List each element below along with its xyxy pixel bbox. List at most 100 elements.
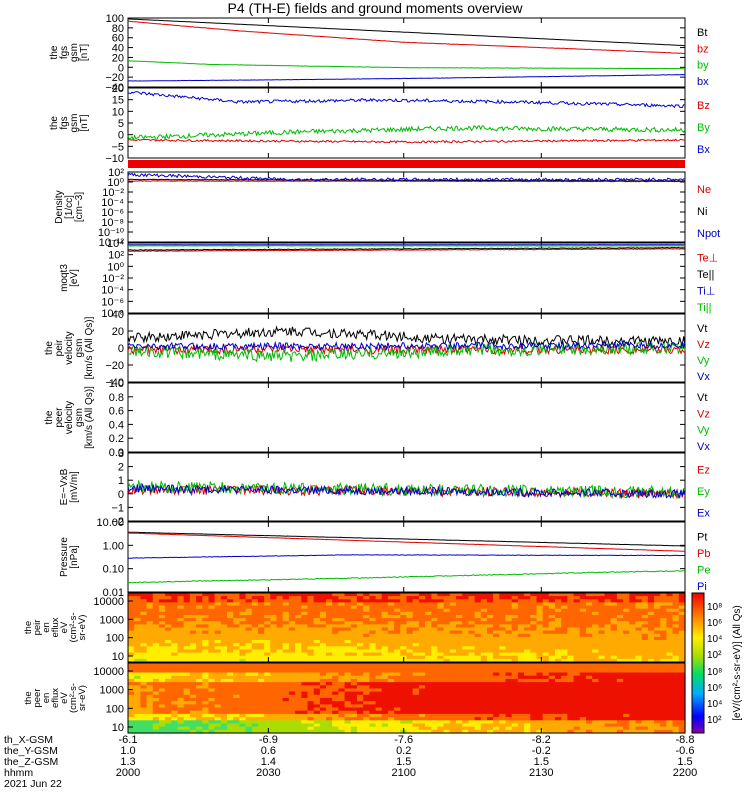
spectrogram-cell: [128, 655, 135, 660]
spectrogram-cell: [140, 672, 148, 677]
spectrogram-cell: [295, 621, 302, 625]
series-density-Ni: [127, 178, 686, 182]
spectrogram-cell: [437, 691, 445, 696]
spectrogram-cell: [363, 624, 370, 629]
spectrogram-cell: [517, 678, 525, 683]
spectrogram-cell: [616, 720, 624, 725]
spectrogram-cell: [251, 682, 259, 686]
spectrogram-cell: [288, 729, 296, 734]
spectrogram-cell: [524, 636, 531, 641]
spectrogram-cell: [258, 640, 265, 644]
spectrogram-cell: [394, 658, 401, 663]
spectrogram-cell: [567, 608, 575, 613]
spectrogram-cell: [338, 720, 346, 725]
spectrogram-cell: [140, 593, 148, 597]
spectrogram-cell: [171, 618, 179, 622]
spectrogram-cell: [227, 624, 234, 629]
spectrogram-cell: [666, 704, 674, 709]
spectrogram-cell: [437, 672, 445, 677]
spectrogram-cell: [140, 649, 148, 654]
spectrogram-cell: [307, 720, 315, 725]
spectrogram-cell: [189, 701, 197, 705]
spectrogram-cell: [158, 707, 166, 712]
spectrogram-cell: [647, 723, 655, 728]
spectrogram-cell: [214, 593, 222, 597]
spectrogram-cell: [499, 694, 507, 699]
spectrogram-cell: [530, 605, 538, 610]
spectrogram-cell: [357, 672, 364, 677]
spectrogram-cell: [282, 669, 290, 674]
spectrogram-cell: [202, 666, 210, 670]
spectrogram-cell: [493, 672, 500, 677]
spectrogram-cell: [641, 685, 649, 690]
spectrogram-cell: [573, 636, 581, 641]
spectrogram-cell: [610, 608, 618, 613]
spectrogram-cell: [177, 618, 185, 622]
spectrogram-cell: [196, 640, 203, 644]
spectrogram-cell: [418, 704, 426, 709]
spectrogram-cell: [400, 618, 408, 622]
spectrogram-cell: [449, 646, 457, 650]
spectrogram-cell: [165, 713, 172, 718]
spectrogram-cell: [214, 658, 222, 663]
spectrogram-cell: [579, 663, 587, 667]
spectrogram-cell: [678, 675, 686, 680]
spectrogram-cell: [548, 599, 556, 603]
spectrogram-cell: [227, 672, 234, 677]
spectrogram-cell: [629, 669, 637, 674]
spectrogram-cell: [344, 723, 352, 728]
spectrogram-cell: [134, 599, 141, 603]
spectrogram-cell: [647, 605, 655, 610]
spectrogram-cell: [635, 691, 643, 696]
spectrogram-cell: [437, 596, 445, 600]
spectrogram-cell: [443, 627, 451, 632]
spectrogram-cell: [629, 624, 637, 629]
spectrogram-cell: [171, 704, 179, 709]
spectrogram-cell: [610, 723, 618, 728]
spectrogram-cell: [604, 630, 612, 635]
spectrogram-cell: [480, 729, 488, 734]
spectrogram-cell: [530, 658, 538, 663]
spectrogram-cell: [301, 694, 309, 699]
spectrogram-cell: [462, 685, 469, 690]
spectrogram-cell: [183, 710, 191, 715]
spectrogram-cell: [511, 717, 519, 721]
spectrogram-cell: [524, 720, 531, 725]
spectrogram-cell: [165, 682, 172, 686]
spectrogram-cell: [666, 729, 674, 734]
spectrogram-cell: [555, 621, 562, 625]
spectrogram-cell: [616, 630, 624, 635]
spectrogram-cell: [468, 596, 476, 600]
spectrogram-cell: [183, 682, 191, 686]
spectrogram-cell: [214, 691, 222, 696]
series-temp-Te||: [127, 246, 685, 251]
spectrogram-cell: [375, 685, 383, 690]
spectrogram-cell: [548, 643, 556, 647]
spectrogram-cell: [165, 729, 172, 734]
ytick-label-fgs: 20: [112, 52, 124, 64]
spectrogram-cell: [573, 717, 581, 721]
spectrogram-cell: [536, 633, 544, 638]
spectrogram-cell: [431, 652, 439, 657]
spectrogram-cell: [288, 685, 296, 690]
spectrogram-cell: [350, 605, 358, 610]
spectrogram-cell: [189, 658, 197, 663]
spectrogram-cell: [604, 726, 612, 731]
spectrogram-cell: [499, 723, 507, 728]
spectrogram-cell: [400, 640, 408, 644]
spectrogram-cell: [227, 596, 234, 600]
spectrogram-cell: [307, 599, 315, 603]
spectrogram-cell: [641, 726, 649, 731]
spectrogram-cell: [288, 608, 296, 613]
spectrogram-cell: [542, 618, 550, 622]
spectrogram-cell: [276, 633, 284, 638]
spectrogram-cell: [344, 672, 352, 677]
spectrogram-cell: [647, 593, 655, 597]
spectrogram-cell: [579, 678, 587, 683]
spectrogram-cell: [530, 633, 538, 638]
spectrogram-cell: [592, 655, 599, 660]
spectrogram-cell: [418, 701, 426, 705]
spectrogram-cell: [152, 615, 160, 619]
spectrogram-cell: [456, 649, 463, 654]
spectrogram-cell: [505, 643, 513, 647]
